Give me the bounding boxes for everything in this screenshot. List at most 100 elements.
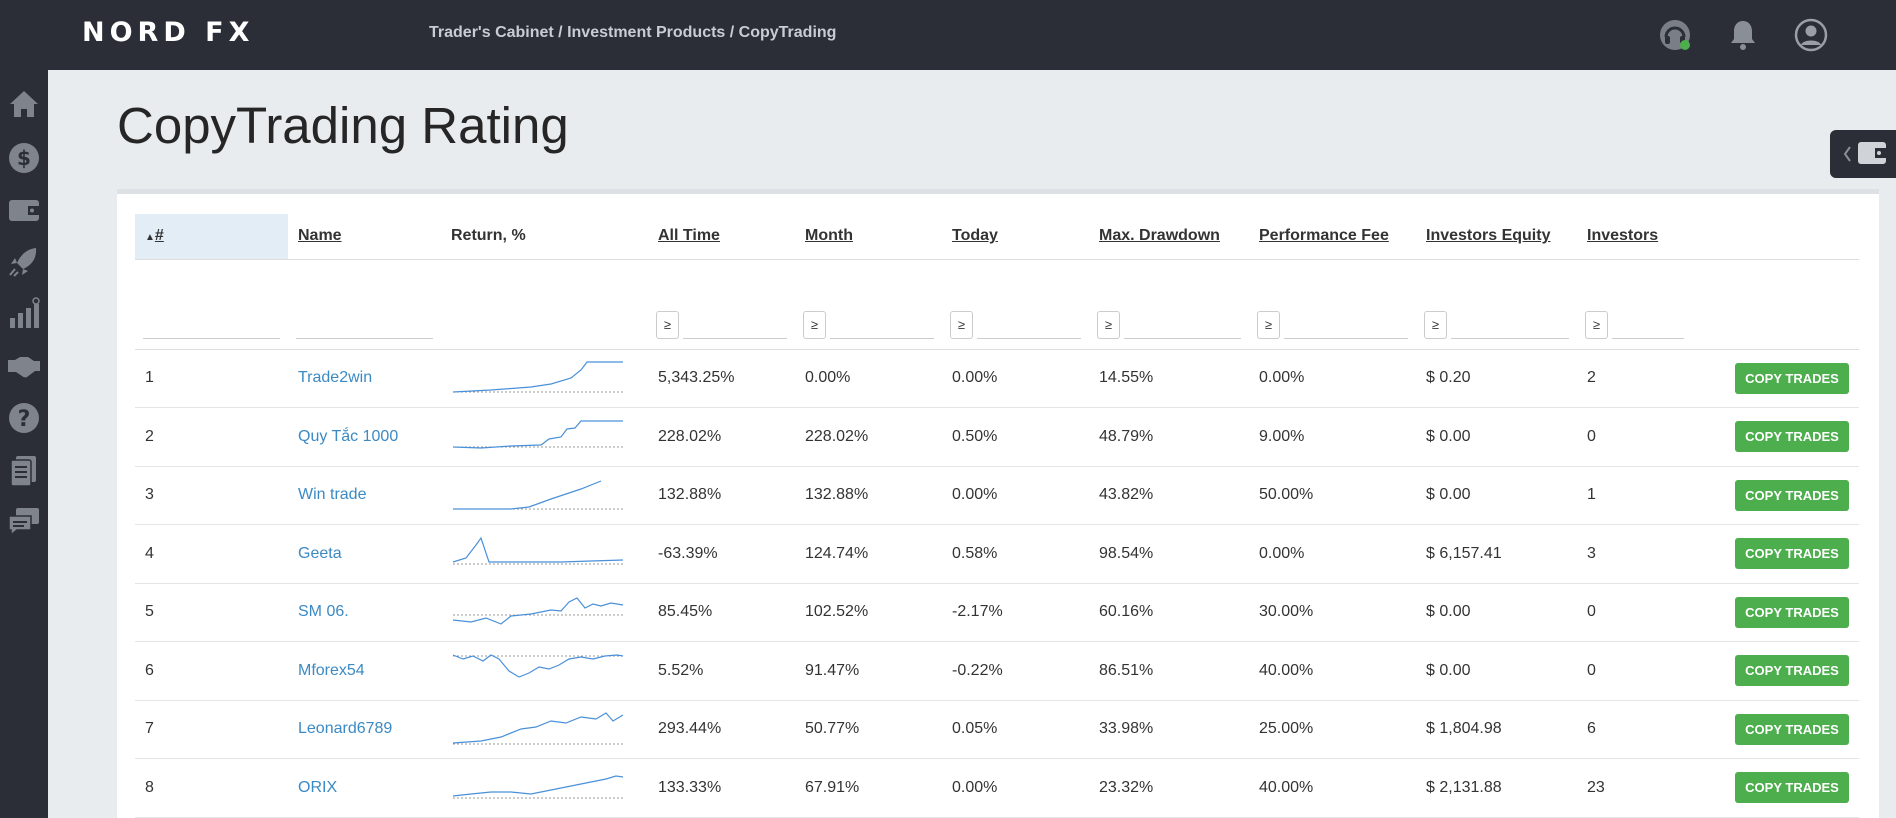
equity-filter-input[interactable] [1451,337,1569,339]
investors-cell: 0 [1577,583,1692,642]
investors-equity-cell: $ 0.00 [1416,641,1577,701]
copy-trades-button[interactable]: COPY TRADES [1735,421,1849,453]
fee-filter-input[interactable] [1284,337,1408,339]
handshake-icon[interactable] [6,348,42,384]
performance-fee-cell: 0.00% [1249,524,1416,584]
all-time-cell: 133.33% [648,758,795,818]
performance-fee-cell: 30.00% [1249,583,1416,642]
all-time-cell: 5,343.25% [648,349,795,408]
all-time-cell: 5.52% [648,641,795,701]
nordfx-logo[interactable]: NORD FX [82,16,327,46]
month-cell: 50.77% [795,700,942,759]
trader-name-link[interactable]: Trade2win [298,369,373,387]
max-drawdown-cell: 43.82% [1089,466,1249,525]
investors-filter-operator[interactable]: ≥ [1585,310,1608,339]
all-time-cell: -63.39% [648,524,795,584]
column-header-investors-equity[interactable]: Investors Equity [1426,227,1551,245]
trader-name-link[interactable]: ORIX [298,778,338,796]
trader-name-link[interactable]: Geeta [298,544,342,562]
help-icon[interactable]: ? [6,400,42,436]
dollar-icon[interactable]: $ [6,140,42,176]
action-cell: COPY TRADES [1692,524,1859,584]
max-drawdown-cell: 60.16% [1089,583,1249,642]
trader-name-link[interactable]: Mforex54 [298,661,365,679]
copy-trades-button[interactable]: COPY TRADES [1735,655,1849,687]
name-filter-input[interactable] [296,337,433,339]
today-filter-input[interactable] [977,337,1081,339]
column-header-rank[interactable]: ▲# [135,214,288,259]
documents-icon[interactable] [6,452,42,488]
rank-filter-input[interactable] [143,337,280,339]
copy-trades-button[interactable]: COPY TRADES [1735,596,1849,628]
investors-equity-cell: $ 0.00 [1416,466,1577,525]
copy-trades-button[interactable]: COPY TRADES [1735,362,1849,394]
chat-icon[interactable] [6,504,42,540]
all-time-cell: 228.02% [648,407,795,467]
name-cell: ORIX [288,758,441,818]
wallet-panel-toggle[interactable] [1830,130,1896,178]
column-header-name[interactable]: Name [298,227,342,245]
action-cell: COPY TRADES [1692,641,1859,701]
investors-equity-cell: $ 0.20 [1416,349,1577,408]
copy-trades-button[interactable]: COPY TRADES [1735,538,1849,570]
sparkline-line [452,712,624,744]
equity-filter-operator[interactable]: ≥ [1424,310,1447,339]
column-header-performance-fee[interactable]: Performance Fee [1259,227,1389,245]
max-drawdown-cell: 33.98% [1089,700,1249,759]
copy-trades-button[interactable]: COPY TRADES [1735,713,1849,745]
wallet-icon[interactable] [6,192,42,228]
user-icon[interactable] [1793,17,1829,53]
today-cell: 0.00% [942,349,1089,408]
name-cell: Trade2win [288,349,441,408]
today-cell: 0.05% [942,700,1089,759]
rocket-icon[interactable] [6,244,42,280]
month-cell: 124.74% [795,524,942,584]
name-cell: Quy Tắc 1000 [288,407,441,467]
fee-filter-operator[interactable]: ≥ [1257,310,1280,339]
performance-fee-cell: 40.00% [1249,758,1416,818]
column-header-all-time[interactable]: All Time [658,227,720,245]
breadcrumb[interactable]: Trader's Cabinet / Investment Products /… [429,24,837,41]
rank-cell: 1 [135,349,288,408]
logo-text: NORD FX [82,17,254,45]
trader-name-link[interactable]: Quy Tắc 1000 [298,427,399,445]
today-filter-operator[interactable]: ≥ [950,310,973,339]
trader-name-link[interactable]: Leonard6789 [298,720,393,738]
all-time-filter-input[interactable] [683,337,787,339]
top-bar: NORD FX Trader's Cabinet / Investment Pr… [0,0,1896,70]
filter-row: ≥ ≥ ≥ ≥ ≥ ≥ ≥ [135,259,1859,350]
drawdown-filter-operator[interactable]: ≥ [1097,310,1120,339]
headset-icon[interactable] [1657,17,1693,53]
today-cell: 0.50% [942,407,1089,467]
drawdown-filter-input[interactable] [1124,337,1241,339]
month-filter-input[interactable] [830,337,934,339]
column-header-today[interactable]: Today [952,227,998,245]
return-sparkline [452,775,624,799]
copy-trades-button[interactable]: COPY TRADES [1735,772,1849,804]
column-header-max-drawdown[interactable]: Max. Drawdown [1099,227,1220,245]
sparkline-line [452,775,624,797]
return-sparkline [452,361,623,393]
max-drawdown-cell: 86.51% [1089,641,1249,701]
rating-panel: ▲# Name Return, % All Time Month Today M… [117,189,1879,818]
sparkline-line [453,480,602,510]
return-sparkline-cell [441,641,648,701]
month-cell: 91.47% [795,641,942,701]
table-row: 5 SM 06. 85.45% 102.52% -2.17% 60.16% 30.00% $ … [135,583,1859,642]
max-drawdown-cell: 98.54% [1089,524,1249,584]
sparkline-line [452,654,624,678]
column-header-month[interactable]: Month [805,227,853,245]
svg-text:$: $ [17,146,31,170]
rank-cell: 5 [135,583,288,642]
table-row: 7 Leonard6789 293.44% 50.77% 0.05% 33.98% 25.0… [135,700,1859,759]
copy-trades-button[interactable]: COPY TRADES [1735,479,1849,511]
bell-icon[interactable] [1725,17,1761,53]
all-time-filter-operator[interactable]: ≥ [656,310,679,339]
trader-name-link[interactable]: Win trade [298,486,367,504]
column-header-investors[interactable]: Investors [1587,227,1659,245]
chart-icon[interactable] [6,296,42,332]
trader-name-link[interactable]: SM 06. [298,603,349,621]
investors-filter-input[interactable] [1612,337,1684,339]
home-icon[interactable] [6,86,42,122]
month-filter-operator[interactable]: ≥ [803,310,826,339]
